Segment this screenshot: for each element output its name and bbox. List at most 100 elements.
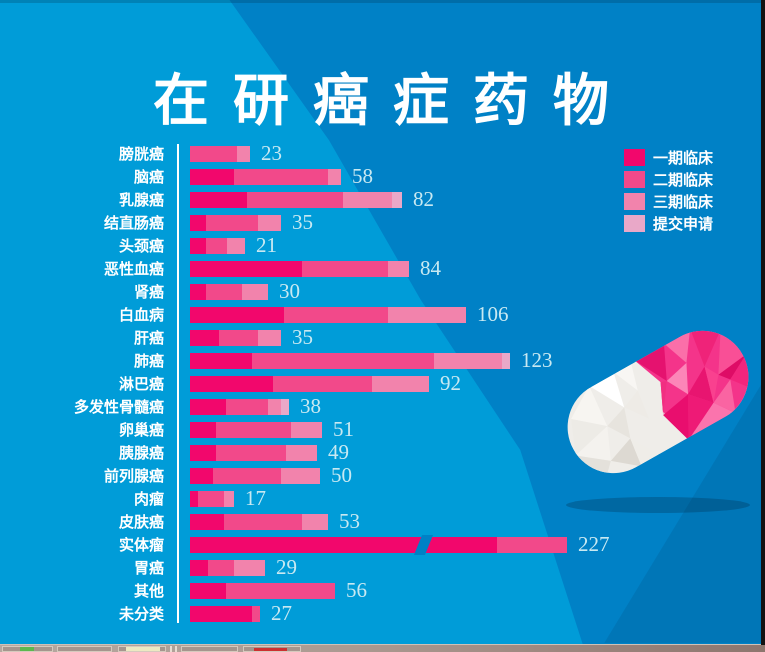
taskbar-button[interactable] bbox=[57, 646, 112, 652]
chart-row: 脑癌 58 bbox=[0, 164, 620, 189]
taskbar-strip bbox=[0, 644, 765, 652]
chart-row: 皮肤癌 53 bbox=[0, 509, 620, 533]
category-label: 实体瘤 bbox=[118, 537, 164, 554]
stacked-bar: 35 bbox=[190, 325, 313, 350]
bar-segment-phase2 bbox=[208, 559, 234, 576]
bar-segment-phase3 bbox=[291, 421, 322, 438]
pill-illustration bbox=[550, 314, 765, 513]
chart-row: 白血病 106 bbox=[0, 302, 620, 327]
category-label: 肾癌 bbox=[133, 284, 164, 301]
bar-segment-phase1 bbox=[190, 398, 226, 415]
bar-segment-phase2 bbox=[226, 582, 335, 599]
chart-row: 卵巢癌 51 bbox=[0, 417, 620, 441]
bar-segment-phase3 bbox=[242, 283, 268, 300]
legend-label: 三期临床 bbox=[653, 193, 714, 211]
value-label: 30 bbox=[279, 279, 300, 303]
category-label: 白血病 bbox=[118, 307, 164, 324]
chart-row: 胃癌 29 bbox=[0, 555, 620, 580]
bar-segment-phase3 bbox=[281, 467, 320, 484]
bar-segment-phase4 bbox=[281, 398, 289, 415]
value-label: 35 bbox=[292, 325, 313, 349]
value-label: 82 bbox=[413, 187, 434, 211]
chart-row: 肝癌 35 bbox=[0, 325, 620, 350]
bar-segment-phase3 bbox=[234, 559, 265, 576]
stacked-bar: 17 bbox=[190, 486, 266, 511]
taskbar-separator bbox=[175, 646, 177, 652]
taskbar-red-icon bbox=[254, 648, 287, 651]
bar-segment-phase3 bbox=[372, 375, 429, 392]
bar-segment-phase2 bbox=[219, 329, 258, 346]
bar-segment-phase2 bbox=[273, 375, 372, 392]
bar-segment-phase3 bbox=[388, 260, 409, 277]
stacked-bar: 92 bbox=[190, 371, 461, 396]
category-label: 脑癌 bbox=[133, 169, 164, 186]
bar-chart: 膀胱癌 23 脑癌 58 乳腺癌 82 结直肠癌 35 头颈癌 21 恶性血癌 84 肾癌 30 白血病 10… bbox=[0, 141, 620, 625]
bar-segment-phase1 bbox=[190, 352, 252, 369]
stacked-bar: 35 bbox=[190, 210, 313, 235]
bar-segment-phase3 bbox=[258, 214, 281, 231]
stacked-bar: 106 bbox=[190, 302, 509, 327]
value-label: 17 bbox=[245, 486, 266, 510]
bar-segment-phase2 bbox=[213, 467, 281, 484]
bar-segment-phase1 bbox=[190, 260, 302, 277]
category-label: 膀胱癌 bbox=[118, 146, 164, 163]
value-label: 35 bbox=[292, 210, 313, 234]
value-label: 23 bbox=[261, 141, 282, 165]
bar-segment-phase1 bbox=[190, 467, 213, 484]
value-label: 51 bbox=[333, 417, 354, 441]
value-label: 53 bbox=[339, 509, 360, 533]
bar-segment-phase3 bbox=[227, 237, 245, 254]
bar-segment-phase3 bbox=[434, 352, 502, 369]
value-label: 27 bbox=[271, 601, 292, 625]
bar-segment-phase3 bbox=[224, 490, 234, 507]
category-label: 卵巢癌 bbox=[118, 422, 164, 439]
category-label: 未分类 bbox=[118, 606, 164, 623]
category-label: 淋巴癌 bbox=[118, 376, 164, 393]
stacked-bar: 38 bbox=[190, 394, 321, 419]
taskbar-button[interactable] bbox=[181, 646, 238, 652]
value-label: 56 bbox=[346, 578, 367, 602]
category-label: 多发性骨髓癌 bbox=[73, 399, 164, 416]
legend-label: 一期临床 bbox=[653, 149, 714, 167]
bar-segment-phase1 bbox=[190, 582, 226, 599]
legend-item: 二期临床 bbox=[624, 168, 713, 190]
stacked-bar: 21 bbox=[190, 233, 277, 258]
bar-segment-phase2 bbox=[234, 168, 328, 185]
category-label: 肝癌 bbox=[133, 330, 164, 347]
bar-segment-phase1 bbox=[190, 237, 206, 254]
stacked-bar: 58 bbox=[190, 164, 373, 189]
category-label: 肉瘤 bbox=[133, 491, 164, 508]
value-label: 38 bbox=[300, 394, 321, 418]
bar-segment-phase2 bbox=[190, 145, 237, 162]
bar-segment-phase1 bbox=[190, 490, 198, 507]
pill-shadow bbox=[566, 497, 750, 513]
bar-segment-phase3 bbox=[388, 306, 466, 323]
category-label: 头颈癌 bbox=[118, 238, 164, 255]
taskbar-separator bbox=[170, 646, 172, 652]
value-label: 58 bbox=[352, 164, 373, 188]
stacked-bar: 29 bbox=[190, 555, 297, 580]
y-axis-line bbox=[177, 144, 179, 623]
value-label: 29 bbox=[276, 555, 297, 579]
stacked-bar: 50 bbox=[190, 463, 352, 488]
bar-segment-phase3 bbox=[302, 513, 328, 530]
bar-segment-phase2 bbox=[497, 536, 567, 553]
bar-segment-phase1 bbox=[190, 444, 216, 461]
category-label: 胰腺癌 bbox=[118, 445, 164, 462]
bar-segment-phase2 bbox=[284, 306, 388, 323]
top-edge-line bbox=[0, 0, 765, 3]
category-label: 结直肠癌 bbox=[103, 215, 164, 232]
bar-segment-phase1 bbox=[190, 283, 206, 300]
legend-item: 三期临床 bbox=[624, 190, 713, 212]
category-label: 前列腺癌 bbox=[103, 468, 164, 485]
legend-swatch-phase4 bbox=[624, 214, 645, 232]
bar-segment-phase2 bbox=[198, 490, 224, 507]
bar-segment-phase1 bbox=[190, 191, 247, 208]
stacked-bar: 56 bbox=[190, 578, 367, 603]
category-label: 乳腺癌 bbox=[118, 192, 164, 209]
chart-row: 肺癌 123 bbox=[0, 348, 620, 372]
bar-segment-phase2 bbox=[206, 214, 258, 231]
chart-row: 多发性骨髓癌 38 bbox=[0, 394, 620, 419]
legend-item: 一期临床 bbox=[624, 146, 713, 168]
bar-segment-phase2 bbox=[216, 421, 291, 438]
